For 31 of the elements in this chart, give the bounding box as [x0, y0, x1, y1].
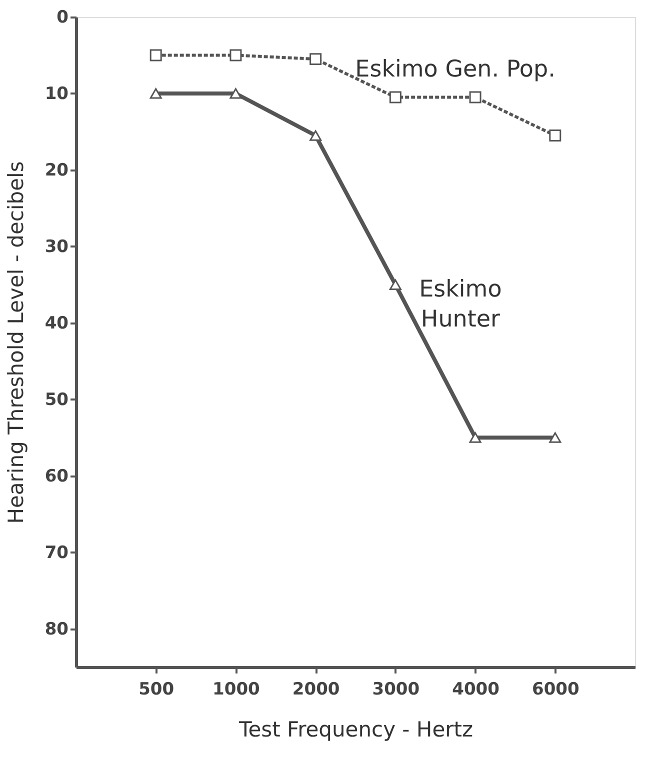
y-axis-title: Hearing Threshold Level - decibels: [4, 161, 28, 524]
point: [310, 130, 322, 141]
y-tick-label: 70: [44, 542, 69, 563]
x-tick-label: 6000: [532, 680, 580, 700]
point: [150, 49, 162, 62]
y-tick-label: 10: [44, 84, 69, 104]
series-label: Eskimo Hunter: [419, 276, 502, 333]
x-tick-label: 500: [138, 680, 174, 700]
x-axis-title: Test Frequency - Hertz: [238, 718, 474, 742]
point: [549, 130, 562, 142]
point: [230, 49, 242, 62]
series-label: Eskimo Gen. Pop.: [355, 56, 556, 82]
y-tick-label: 80: [44, 619, 69, 640]
point: [230, 88, 242, 99]
y-tick-label: 40: [44, 313, 69, 334]
point: [469, 91, 482, 104]
x-tick-label: 1000: [212, 680, 260, 700]
point: [389, 279, 402, 290]
x-tick-label: 4000: [452, 680, 500, 700]
point: [469, 432, 482, 443]
point: [549, 432, 562, 443]
y-tick-label: 0: [56, 8, 69, 28]
point: [150, 88, 162, 99]
point: [310, 53, 322, 66]
y-tick-label: 20: [44, 160, 69, 180]
x-tick-label: 3000: [372, 680, 420, 700]
y-tick-label: 60: [44, 466, 69, 486]
point: [389, 91, 402, 104]
y-tick-label: 50: [44, 390, 69, 410]
y-tick-label: 30: [44, 236, 69, 257]
x-tick-label: 2000: [292, 680, 340, 700]
